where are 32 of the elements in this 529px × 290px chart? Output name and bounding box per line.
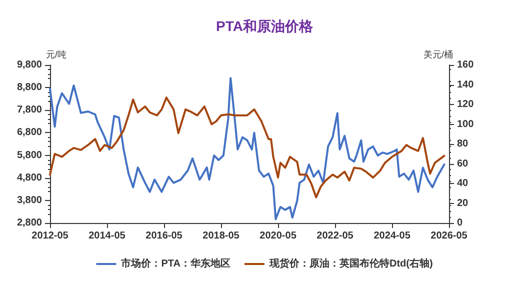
y2-tick-label: 40 bbox=[457, 178, 469, 189]
x-tick-label: 2022-05 bbox=[316, 230, 354, 242]
legend-label: 现货价：原油：英国布伦特Dtd(右轴) bbox=[268, 258, 433, 270]
y-tick-label: 2,800 bbox=[16, 218, 42, 228]
x-tick-label: 2014-05 bbox=[88, 230, 126, 242]
chart-title: PTA和原油价格 bbox=[216, 18, 314, 34]
line-series bbox=[49, 77, 446, 220]
line-series bbox=[49, 96, 446, 198]
y2-tick-label: 20 bbox=[457, 198, 469, 209]
y2-tick-label: 80 bbox=[457, 138, 469, 150]
y-tick-label: 9,800 bbox=[16, 60, 42, 70]
y2-tick-label: 100 bbox=[457, 118, 474, 130]
y-axis-title: 元/吨 bbox=[46, 50, 67, 60]
x-tick-label: 2018-05 bbox=[202, 230, 240, 242]
y2-tick-label: 120 bbox=[457, 99, 474, 110]
y2-tick-label: 0 bbox=[457, 218, 463, 228]
y-tick-label: 4,800 bbox=[16, 172, 42, 184]
y-tick-label: 5,800 bbox=[16, 150, 42, 161]
y2-tick-label: 60 bbox=[457, 158, 469, 170]
x-tick-label: 2024-05 bbox=[374, 230, 411, 242]
x-tick-label: 2012-05 bbox=[32, 230, 69, 242]
y-tick-label: 6,800 bbox=[16, 127, 42, 138]
legend-label: 市场价：PTA：华东地区 bbox=[120, 258, 230, 270]
y2-tick-label: 160 bbox=[457, 60, 474, 70]
y2-axis-title: 美元/桶 bbox=[423, 50, 453, 60]
y2-tick-label: 140 bbox=[457, 79, 474, 90]
y-tick-label: 7,800 bbox=[16, 104, 42, 116]
y-tick-label: 3,800 bbox=[16, 194, 42, 206]
x-tick-label: 2020-05 bbox=[260, 230, 297, 242]
x-tick-label: 2016-05 bbox=[146, 230, 183, 242]
x-tick-label: 2026-05 bbox=[430, 230, 468, 242]
y-tick-label: 8,800 bbox=[16, 82, 42, 94]
